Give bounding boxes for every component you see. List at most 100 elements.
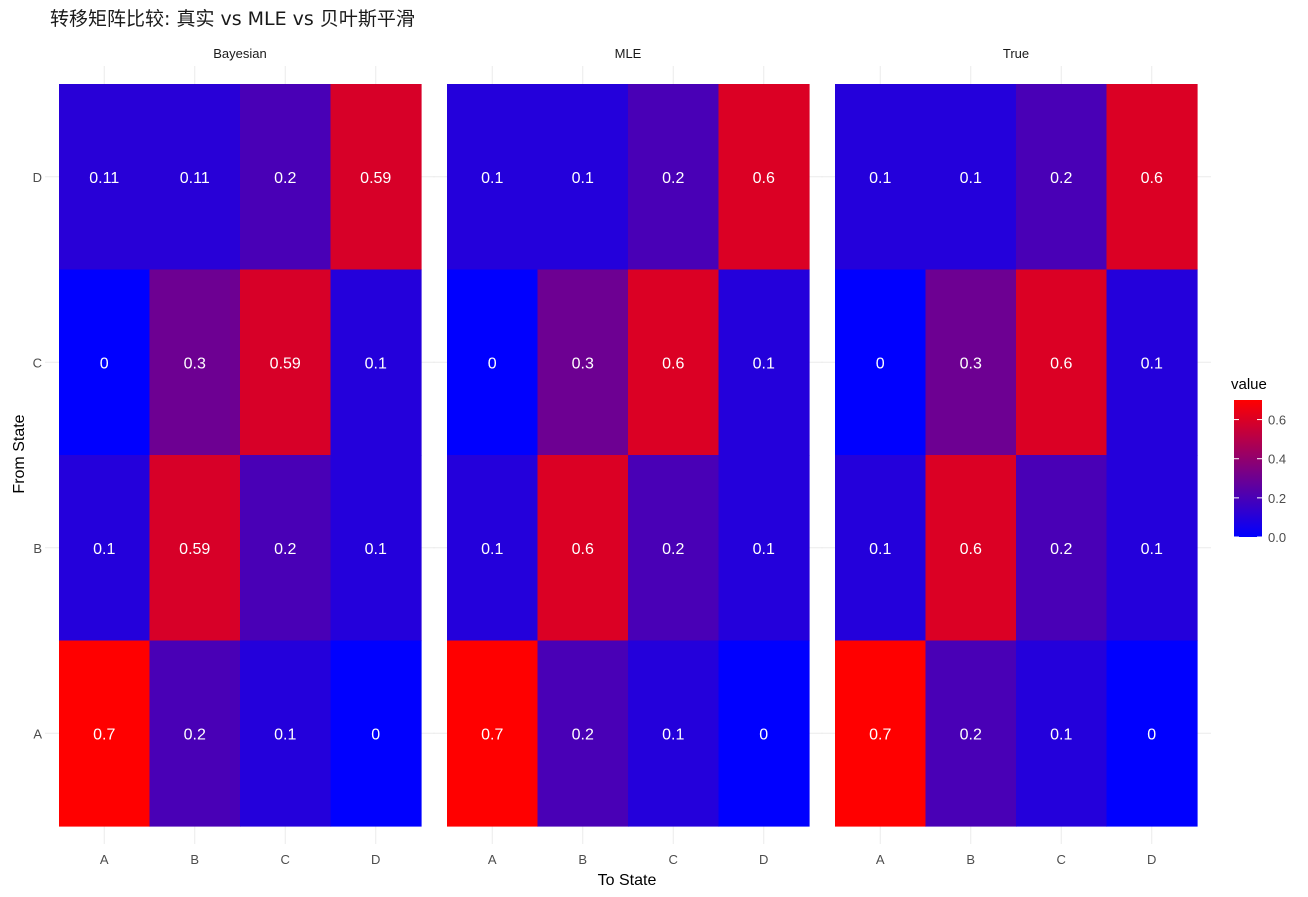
cell-value-label: 0.7 bbox=[481, 726, 503, 743]
heatmap-cell bbox=[59, 640, 151, 827]
cell-value-label: 0.1 bbox=[572, 170, 594, 187]
cell-value-label: 0.1 bbox=[662, 726, 684, 743]
heatmap-cell bbox=[149, 455, 241, 642]
heatmap-cell bbox=[330, 269, 422, 456]
heatmap-cell bbox=[240, 640, 332, 827]
cell-value-label: 0.2 bbox=[662, 170, 684, 187]
heatmap-cell bbox=[925, 640, 1017, 827]
x-tick-label: D bbox=[759, 852, 768, 867]
cell-value-label: 0.1 bbox=[274, 726, 296, 743]
cell-value-label: 0.59 bbox=[179, 541, 210, 558]
heatmap-cell bbox=[1106, 455, 1198, 642]
cell-value-label: 0.2 bbox=[1050, 541, 1072, 558]
cell-value-label: 0.1 bbox=[481, 541, 503, 558]
heatmap-cell bbox=[240, 455, 332, 642]
heatmap-cell bbox=[59, 455, 151, 642]
y-tick-label: C bbox=[33, 355, 42, 370]
heatmap-cell bbox=[1106, 84, 1198, 271]
heatmap-cell bbox=[1106, 269, 1198, 456]
legend-tick-label: 0.2 bbox=[1268, 491, 1286, 506]
cell-value-label: 0.2 bbox=[274, 170, 296, 187]
heatmap-cell bbox=[628, 640, 720, 827]
cell-value-label: 0.2 bbox=[274, 541, 296, 558]
y-tick-label: D bbox=[33, 170, 42, 185]
cell-value-label: 0.1 bbox=[960, 170, 982, 187]
heatmap-cell bbox=[1106, 640, 1198, 827]
x-tick-label: D bbox=[371, 852, 380, 867]
heatmap-cell bbox=[1016, 640, 1108, 827]
heatmap-cell bbox=[447, 269, 539, 456]
heatmap-cell bbox=[925, 269, 1017, 456]
heatmap-cell bbox=[835, 84, 927, 271]
heatmap-cell bbox=[537, 455, 629, 642]
cell-value-label: 0.59 bbox=[270, 355, 301, 372]
cell-value-label: 0.7 bbox=[93, 726, 115, 743]
cell-value-label: 0.1 bbox=[365, 541, 387, 558]
legend-title: value bbox=[1231, 376, 1267, 393]
cell-value-label: 0.11 bbox=[180, 170, 210, 187]
heatmap-cell bbox=[1016, 269, 1108, 456]
x-tick-label: A bbox=[876, 852, 885, 867]
heatmap-cell bbox=[628, 269, 720, 456]
x-tick-label: B bbox=[966, 852, 975, 867]
cell-value-label: 0 bbox=[488, 355, 497, 372]
cell-value-label: 0.2 bbox=[1050, 170, 1072, 187]
heatmap-cell bbox=[59, 84, 151, 271]
cell-value-label: 0.1 bbox=[753, 355, 775, 372]
heatmap-cell bbox=[149, 269, 241, 456]
x-tick-label: C bbox=[1057, 852, 1066, 867]
heatmap-cell bbox=[240, 269, 332, 456]
heatmap-cell bbox=[718, 269, 810, 456]
cell-value-label: 0.6 bbox=[1141, 170, 1163, 187]
cell-value-label: 0.1 bbox=[869, 170, 891, 187]
heatmap-cell bbox=[447, 455, 539, 642]
cell-value-label: 0.3 bbox=[572, 355, 594, 372]
cell-value-label: 0.1 bbox=[1141, 355, 1163, 372]
cell-value-label: 0.6 bbox=[753, 170, 775, 187]
heatmap-cell bbox=[447, 640, 539, 827]
cell-value-label: 0.6 bbox=[1050, 355, 1072, 372]
chart-title: 转移矩阵比较: 真实 vs MLE vs 贝叶斯平滑 bbox=[50, 8, 415, 30]
heatmap-cell bbox=[537, 269, 629, 456]
heatmap-cell bbox=[1016, 455, 1108, 642]
heatmap-cell bbox=[628, 455, 720, 642]
heatmap-cell bbox=[835, 455, 927, 642]
heatmap-cell bbox=[718, 455, 810, 642]
heatmap-cell bbox=[1016, 84, 1108, 271]
legend-tick-label: 0.0 bbox=[1268, 530, 1286, 545]
heatmap-cell bbox=[330, 640, 422, 827]
heatmap-cell bbox=[447, 84, 539, 271]
heatmap-cell bbox=[149, 84, 241, 271]
x-tick-label: B bbox=[578, 852, 587, 867]
facet-label-true: True bbox=[1003, 46, 1029, 61]
cell-value-label: 0.1 bbox=[869, 541, 891, 558]
cell-value-label: 0 bbox=[100, 355, 109, 372]
y-tick-label: A bbox=[33, 726, 42, 741]
heatmap-cell bbox=[149, 640, 241, 827]
cell-value-label: 0.7 bbox=[869, 726, 891, 743]
cell-value-label: 0.1 bbox=[1050, 726, 1072, 743]
cell-value-label: 0.3 bbox=[960, 355, 982, 372]
cell-value-label: 0.2 bbox=[662, 541, 684, 558]
x-tick-label: C bbox=[669, 852, 678, 867]
cell-value-label: 0.2 bbox=[184, 726, 206, 743]
x-tick-label: D bbox=[1147, 852, 1156, 867]
heatmap-cell bbox=[537, 84, 629, 271]
y-axis-title: From State bbox=[11, 414, 28, 493]
cell-value-label: 0.2 bbox=[960, 726, 982, 743]
cell-value-label: 0.1 bbox=[1141, 541, 1163, 558]
legend-tick-label: 0.6 bbox=[1268, 413, 1286, 428]
x-tick-label: A bbox=[100, 852, 109, 867]
cell-value-label: 0.59 bbox=[360, 170, 391, 187]
cell-value-label: 0.2 bbox=[572, 726, 594, 743]
cell-value-label: 0.1 bbox=[753, 541, 775, 558]
cell-value-label: 0.6 bbox=[662, 355, 684, 372]
heatmap-cell bbox=[330, 84, 422, 271]
facet-label-mle: MLE bbox=[615, 46, 642, 61]
heatmap-cell bbox=[330, 455, 422, 642]
cell-value-label: 0 bbox=[876, 355, 885, 372]
legend-tick-label: 0.4 bbox=[1268, 452, 1286, 467]
heatmap-cell bbox=[718, 84, 810, 271]
heatmap-cell bbox=[240, 84, 332, 271]
